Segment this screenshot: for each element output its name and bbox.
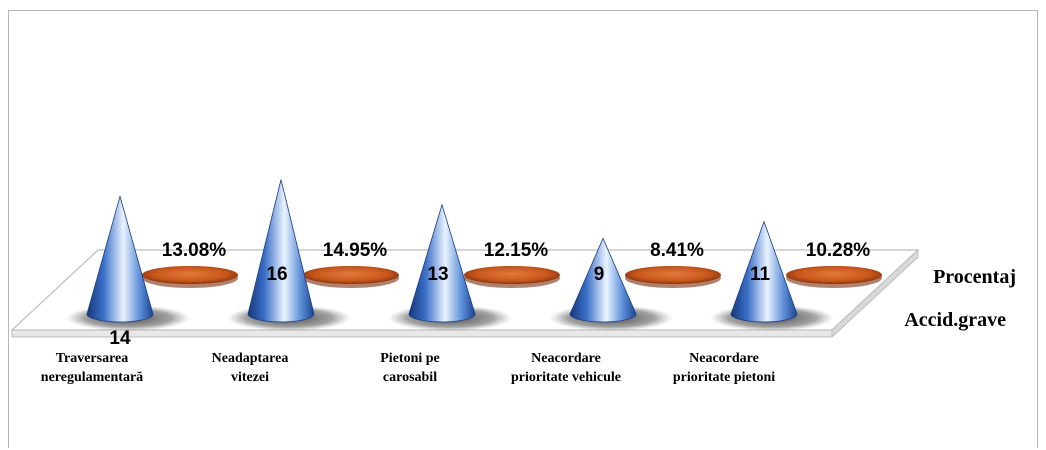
category-label: carosabil (383, 370, 437, 385)
category-label: vitezei (231, 370, 269, 385)
chart-floor-side (831, 248, 919, 339)
procentaj-label: 12.15% (484, 240, 549, 261)
category-label: prioritate pietoni (673, 370, 775, 385)
procentaj-disc (625, 266, 721, 288)
accid-grave-label: 13 (427, 264, 448, 285)
category-label: Pietoni pe (380, 351, 440, 366)
procentaj-disc (303, 266, 399, 288)
accid-grave-cone (247, 179, 315, 323)
accid-grave-cone (730, 220, 798, 323)
procentaj-label: 10.28% (806, 240, 871, 261)
cone-body (569, 237, 637, 323)
procentaj-disc (464, 266, 560, 288)
cone-body (86, 194, 154, 323)
accid-grave-cone (408, 203, 476, 323)
procentaj-disc-top (142, 266, 238, 284)
chart-frame (8, 10, 1038, 448)
procentaj-disc-top (786, 266, 882, 284)
accid-grave-label: 14 (109, 328, 131, 349)
cone-body (247, 179, 315, 323)
accid-grave-label: 9 (594, 264, 605, 285)
category-label: prioritate vehicule (511, 370, 621, 385)
accid-grave-cone (569, 237, 637, 323)
procentaj-disc-top (625, 266, 721, 284)
series-label-accid-grave: Accid.grave (904, 309, 1006, 331)
accid-grave-label: 11 (750, 264, 771, 285)
procentaj-label: 8.41% (650, 240, 704, 261)
series-label-procentaj: Procentaj (933, 266, 1016, 288)
cone-body (408, 203, 476, 323)
accid-grave-cone (86, 194, 154, 323)
cone-body (730, 220, 798, 323)
category-label: Neadaptarea (212, 351, 289, 366)
procentaj-label: 14.95% (323, 240, 388, 261)
procentaj-disc (142, 266, 238, 288)
procentaj-disc-top (303, 266, 399, 284)
category-label: Traversarea (56, 351, 129, 366)
procentaj-disc-top (464, 266, 560, 284)
procentaj-label: 13.08% (162, 240, 227, 261)
accid-grave-label: 16 (266, 264, 287, 285)
category-label: Neacordare (531, 351, 601, 366)
chart-floor-edge (11, 329, 833, 338)
category-label: neregulamentară (41, 370, 143, 385)
procentaj-disc (786, 266, 882, 288)
category-label: Neacordare (689, 351, 759, 366)
